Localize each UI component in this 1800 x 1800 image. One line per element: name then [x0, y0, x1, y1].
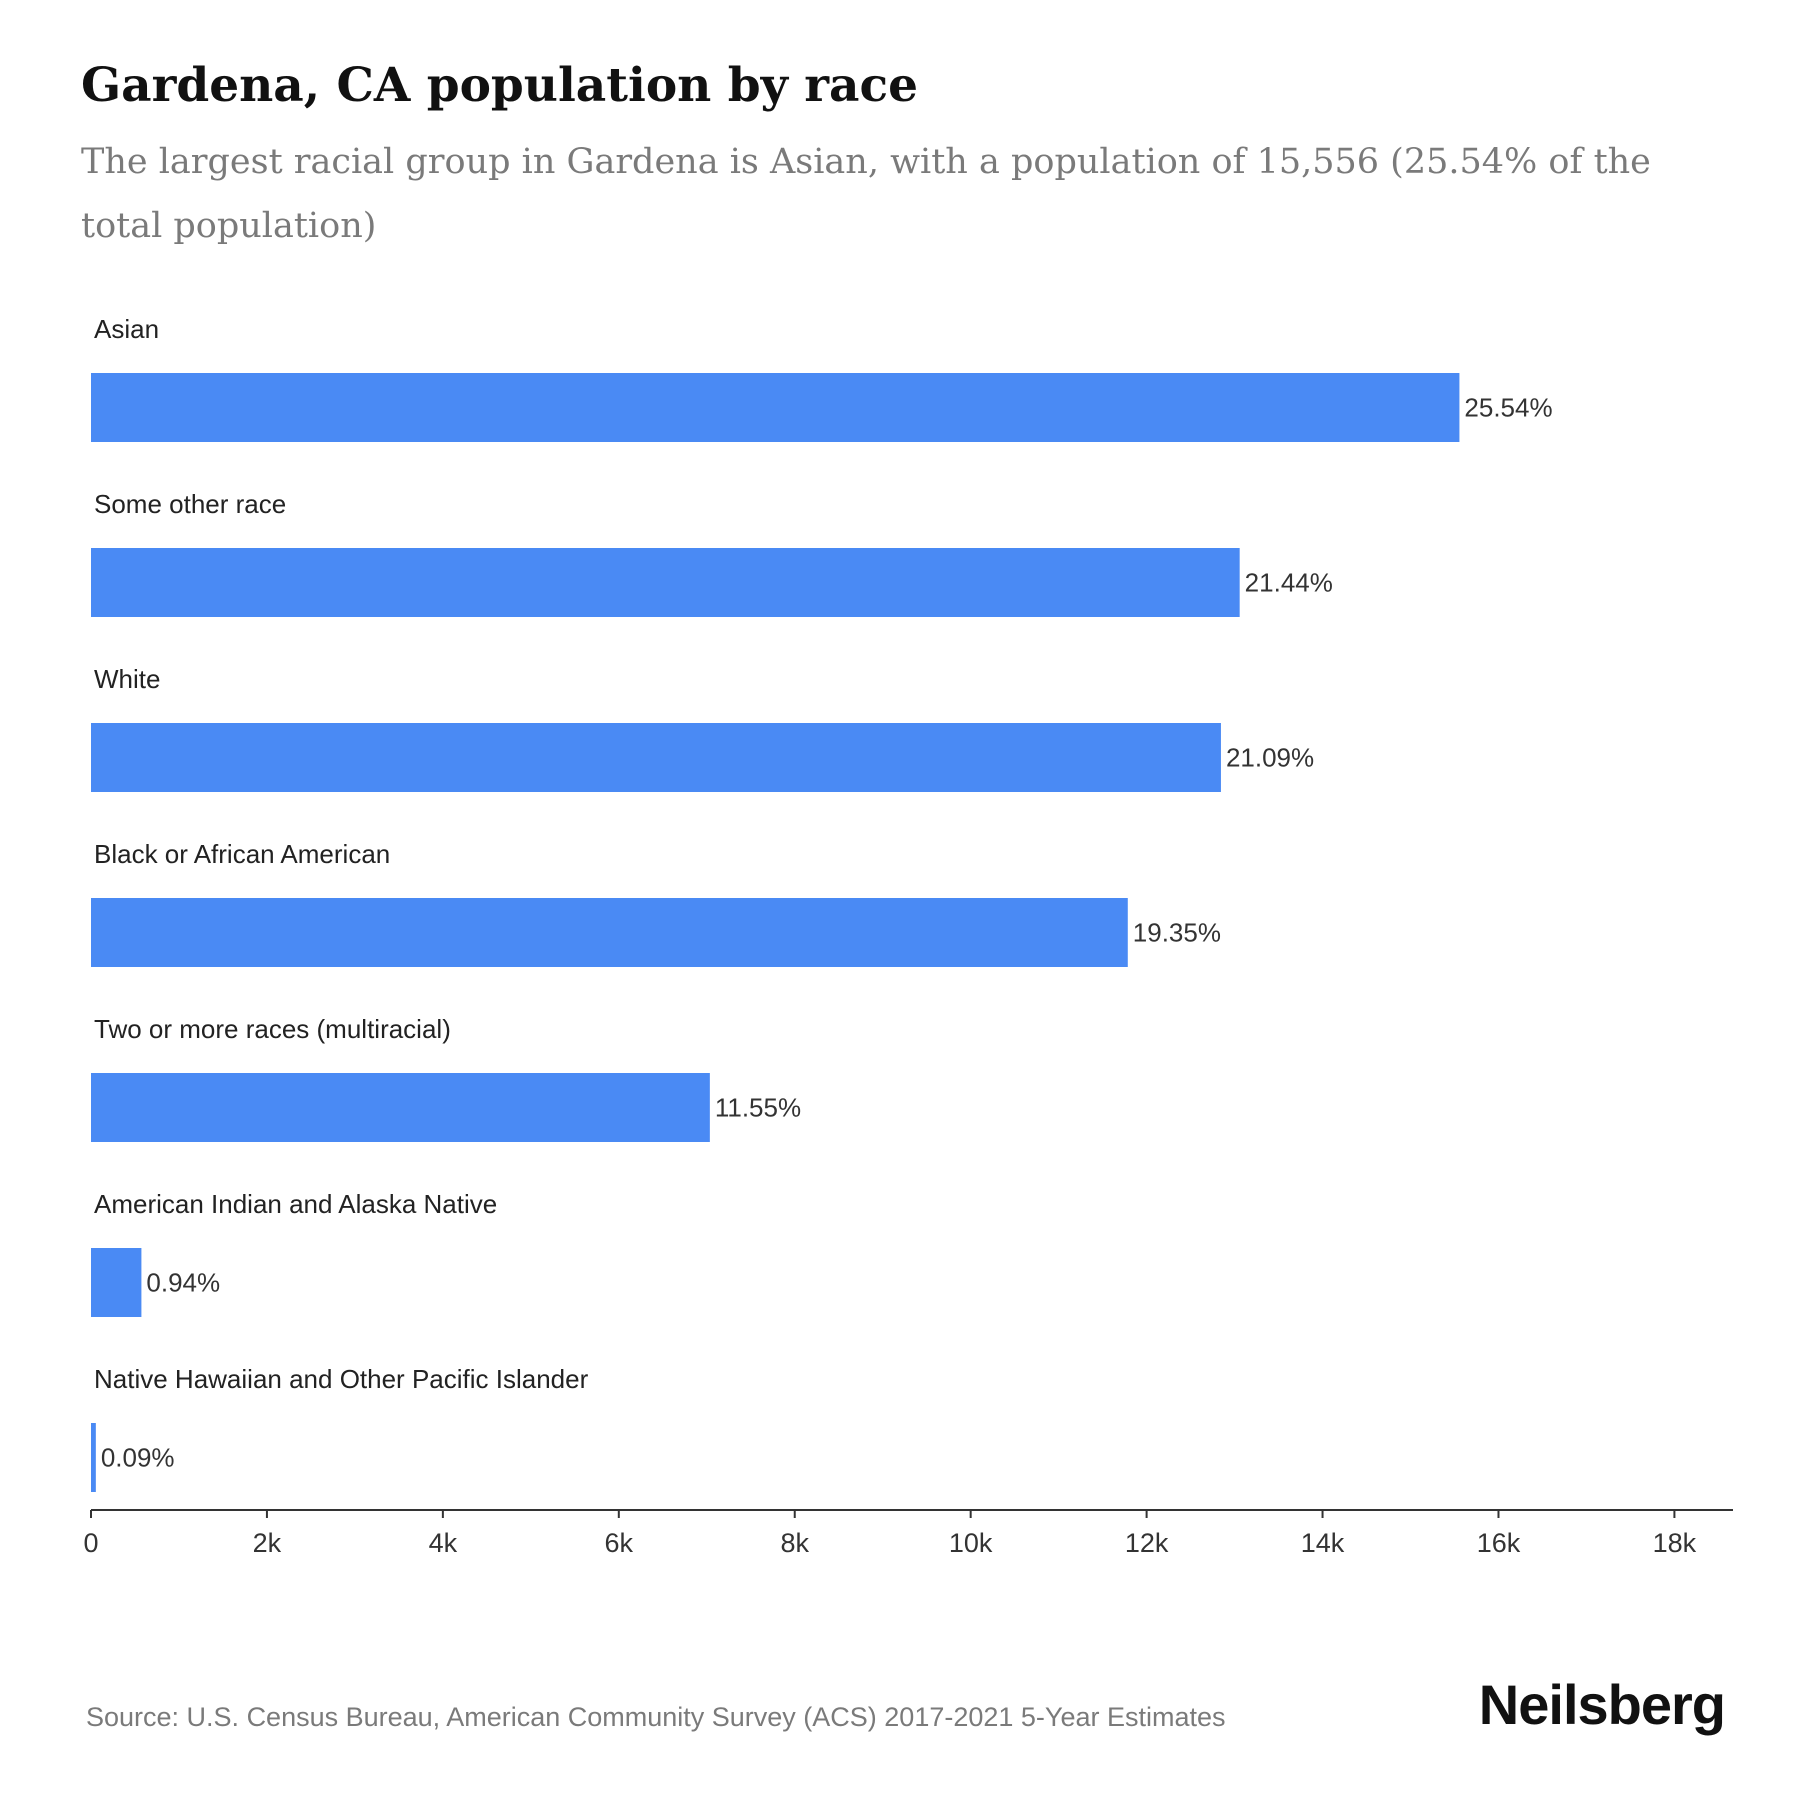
bar-chart: Asian 25.54% Some other race 21.44% White 21.…: [83, 314, 1733, 1558]
data-label: 11.55%: [715, 1093, 801, 1123]
data-label: 0.09%: [101, 1443, 175, 1473]
x-tick-label: 18k: [1653, 1528, 1697, 1558]
bar: [91, 1248, 142, 1317]
bar: [91, 898, 1128, 967]
data-label: 0.94%: [146, 1268, 220, 1298]
bar: [91, 548, 1240, 617]
chart-subtitle: The largest racial group in Gardena is A…: [81, 142, 1651, 246]
source-note: Source: U.S. Census Bureau, American Com…: [86, 1702, 1226, 1732]
bar: [91, 1073, 710, 1142]
brand-logo: Neilsberg: [1478, 1673, 1726, 1736]
category-label: Two or more races (multiracial): [94, 1014, 451, 1044]
x-tick-label: 2k: [253, 1528, 282, 1558]
x-tick-label: 6k: [605, 1528, 634, 1558]
x-tick-label: 16k: [1477, 1528, 1521, 1558]
category-label: Asian: [94, 314, 159, 344]
x-tick-label: 10k: [949, 1528, 993, 1558]
x-tick-label: 4k: [429, 1528, 458, 1558]
data-label: 21.09%: [1226, 743, 1314, 773]
chart-title: Gardena, CA population by race: [81, 58, 918, 113]
bar: [91, 723, 1221, 792]
data-label: 19.35%: [1133, 918, 1221, 948]
x-tick-label: 14k: [1301, 1528, 1345, 1558]
bar: [91, 373, 1460, 442]
category-label: Native Hawaiian and Other Pacific Island…: [94, 1364, 589, 1394]
x-tick-label: 8k: [780, 1528, 809, 1558]
data-label: 25.54%: [1464, 393, 1552, 423]
category-label: White: [94, 664, 160, 694]
x-tick-label: 12k: [1125, 1528, 1169, 1558]
bar: [91, 1423, 96, 1492]
category-label: American Indian and Alaska Native: [94, 1189, 497, 1219]
data-label: 21.44%: [1245, 568, 1333, 598]
x-tick-label: 0: [83, 1528, 98, 1558]
category-label: Some other race: [94, 489, 286, 519]
category-label: Black or African American: [94, 839, 390, 869]
